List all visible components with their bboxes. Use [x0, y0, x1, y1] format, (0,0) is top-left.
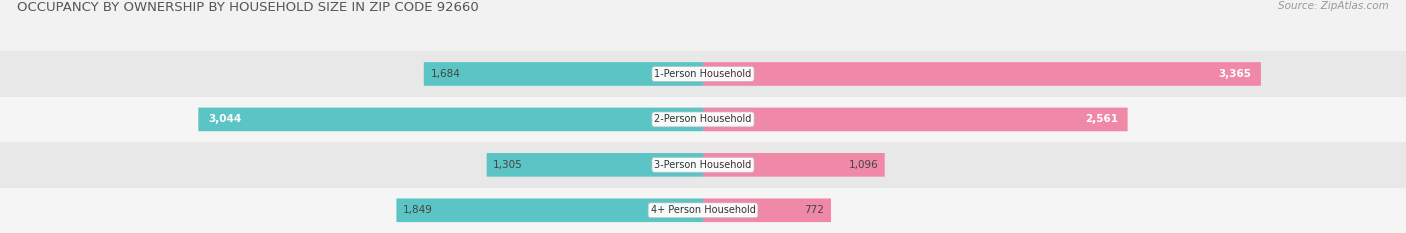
FancyBboxPatch shape	[423, 62, 703, 86]
Text: 1,305: 1,305	[494, 160, 523, 170]
Text: 4+ Person Household: 4+ Person Household	[651, 205, 755, 215]
Text: 1,849: 1,849	[404, 205, 433, 215]
Text: 2-Person Household: 2-Person Household	[654, 114, 752, 124]
Text: 3,365: 3,365	[1218, 69, 1251, 79]
Bar	[0, 142, 1406, 188]
FancyBboxPatch shape	[703, 62, 1261, 86]
Text: 3-Person Household: 3-Person Household	[654, 160, 752, 170]
Text: 2,561: 2,561	[1084, 114, 1118, 124]
FancyBboxPatch shape	[703, 108, 1128, 131]
Bar	[0, 51, 1406, 97]
Text: OCCUPANCY BY OWNERSHIP BY HOUSEHOLD SIZE IN ZIP CODE 92660: OCCUPANCY BY OWNERSHIP BY HOUSEHOLD SIZE…	[17, 1, 478, 14]
Bar	[0, 97, 1406, 142]
FancyBboxPatch shape	[396, 199, 703, 222]
FancyBboxPatch shape	[486, 153, 703, 177]
Text: Source: ZipAtlas.com: Source: ZipAtlas.com	[1278, 1, 1389, 11]
Text: 1,684: 1,684	[430, 69, 460, 79]
FancyBboxPatch shape	[703, 153, 884, 177]
FancyBboxPatch shape	[198, 108, 703, 131]
Text: 1,096: 1,096	[848, 160, 879, 170]
Text: 772: 772	[804, 205, 824, 215]
Text: 3,044: 3,044	[208, 114, 242, 124]
Text: 1-Person Household: 1-Person Household	[654, 69, 752, 79]
FancyBboxPatch shape	[703, 199, 831, 222]
Bar	[0, 188, 1406, 233]
